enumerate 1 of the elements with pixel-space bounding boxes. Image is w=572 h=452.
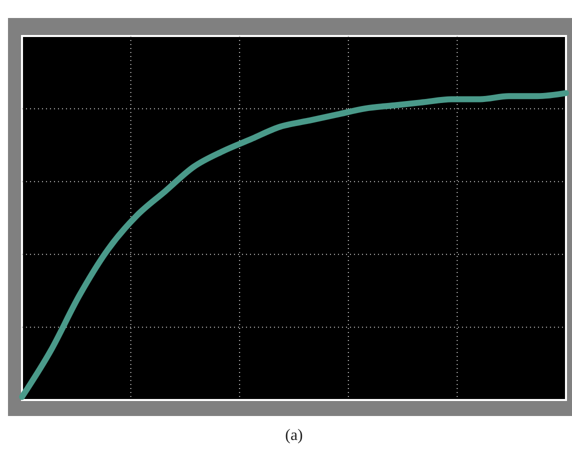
text: (a) — [285, 427, 303, 444]
